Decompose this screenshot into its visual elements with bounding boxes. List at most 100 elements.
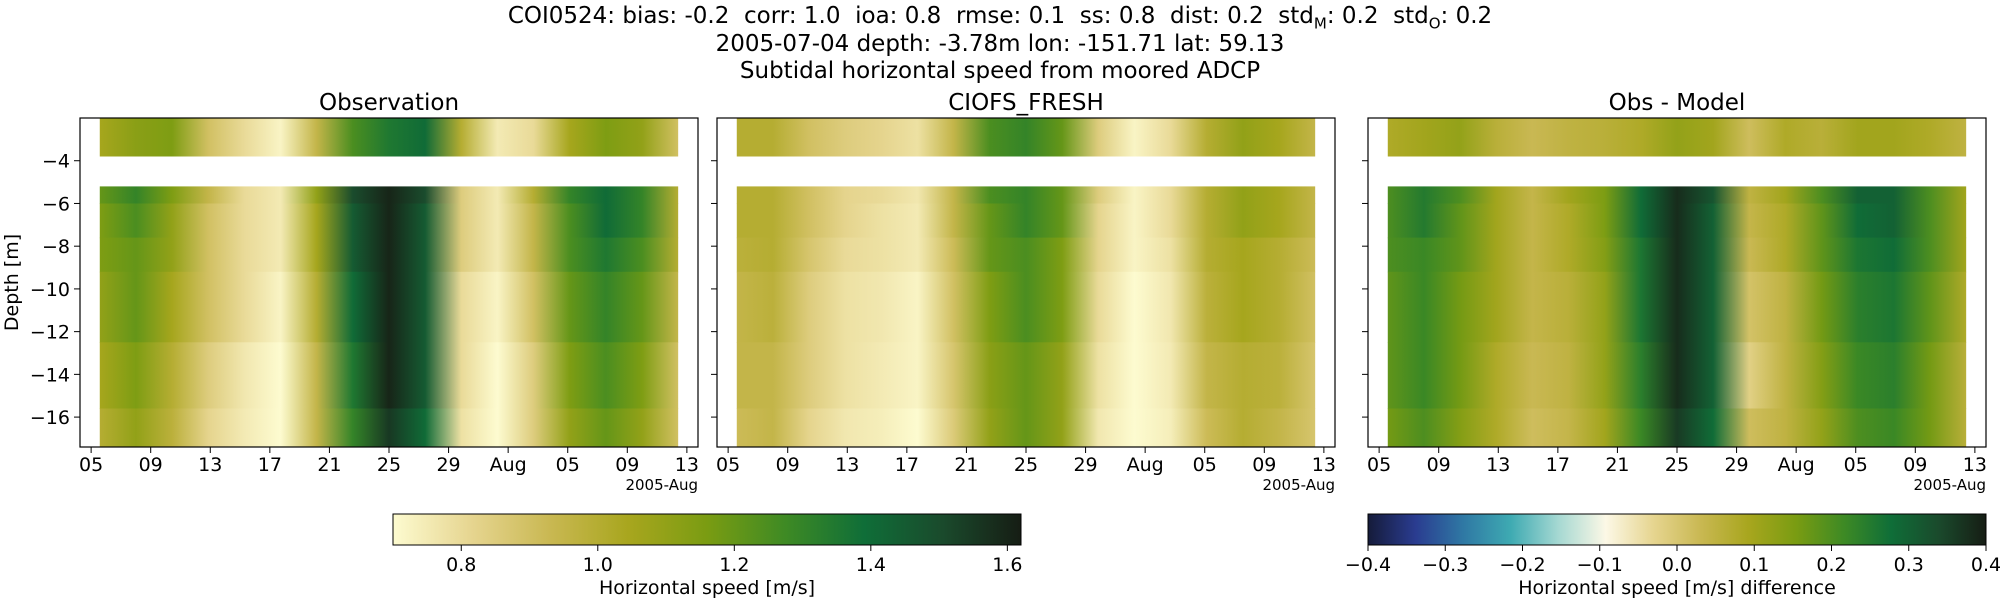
heatmap-band [736, 118, 1316, 157]
x-offset-label: 2005-Aug [1262, 476, 1335, 494]
corr-label: corr: [744, 3, 797, 29]
x-tick-label: 25 [377, 454, 401, 476]
colorbar-tick-label: 0.4 [1971, 554, 2000, 576]
colorbar-tick-label: 1.6 [992, 554, 1022, 576]
std-o-label: stdO: [1393, 3, 1449, 33]
x-tick-label: 25 [1014, 454, 1038, 476]
colorbar-tick-label: −0.2 [1499, 554, 1545, 576]
heatmap-band [736, 408, 1316, 448]
chart-subtitle-description: Subtidal horizontal speed from moored AD… [739, 58, 1261, 84]
colorbar-tick-label: 0.2 [1816, 554, 1846, 576]
colorbar-tick-label: −0.3 [1422, 554, 1468, 576]
heatmap-band [99, 186, 679, 204]
x-tick-label: 05 [716, 454, 740, 476]
x-tick-label: 05 [79, 454, 103, 476]
y-tick-label: −14 [30, 364, 70, 386]
heatmap-band [99, 271, 679, 343]
x-tick-label: 25 [1665, 454, 1689, 476]
x-tick-label: 09 [1427, 454, 1451, 476]
colorbar-label: Horizontal speed [m/s] difference [1518, 577, 1836, 599]
x-tick-label: Aug [1127, 454, 1164, 476]
x-tick-label: 29 [1073, 454, 1097, 476]
x-tick-label: 05 [556, 454, 580, 476]
heatmap-band [1387, 186, 1967, 204]
heatmap-band [99, 237, 679, 273]
y-tick-label: −8 [42, 236, 70, 258]
colorbar-speed: 0.8 1.0 1.2 1.4 1.6 Horizontal speed [m/s] [392, 513, 1022, 599]
heatmap-band [736, 186, 1316, 204]
x-tick-label: 13 [1486, 454, 1510, 476]
heatmap-band [736, 237, 1316, 273]
rmse-label: rmse: [955, 3, 1022, 29]
ss-label: ss: [1079, 3, 1112, 29]
x-tick-label: 21 [954, 454, 978, 476]
y-tick-label: −12 [30, 322, 70, 344]
x-offset-label: 2005-Aug [625, 476, 698, 494]
colorbar-tick-label: 0.0 [1662, 554, 1692, 576]
colorbar-tick-label: 1.4 [856, 554, 886, 576]
heatmap-band [99, 203, 679, 239]
std-o-value: 0.2 [1455, 3, 1493, 29]
x-tick-label: 09 [615, 454, 639, 476]
heatmap-band [1387, 203, 1967, 239]
rmse-value: 0.1 [1028, 3, 1066, 29]
heatmap-band [736, 342, 1316, 409]
heatmap-band [1387, 342, 1967, 409]
x-offset-label: 2005-Aug [1913, 476, 1986, 494]
x-tick-label: 21 [317, 454, 341, 476]
dist-label: dist: [1170, 3, 1220, 29]
x-tick-label: 13 [198, 454, 222, 476]
colorbar-gradient [392, 513, 1022, 546]
x-tick-label: 13 [675, 454, 699, 476]
x-tick-label: 05 [1193, 454, 1217, 476]
colorbar-tick-label: 1.0 [583, 554, 613, 576]
ioa-label: ioa: [855, 3, 898, 29]
x-tick-label: 17 [258, 454, 282, 476]
dist-value: 0.2 [1227, 3, 1264, 29]
colorbar-tick-label: 0.1 [1739, 554, 1769, 576]
chart-subtitle-location: 2005-07-04 depth: -3.78m lon: -151.71 la… [715, 31, 1285, 57]
colorbar-tick-label: −0.4 [1345, 554, 1391, 576]
heatmap-band [736, 271, 1316, 343]
station-name: COI0524 [507, 3, 608, 29]
x-tick-label: 17 [895, 454, 919, 476]
y-tick-label: −10 [30, 279, 70, 301]
x-tick-label: 09 [776, 454, 800, 476]
colorbar-difference: −0.4 −0.3 −0.2 −0.1 0.0 0.1 0.2 0.3 0.4 Horizonta… [1345, 513, 2000, 599]
colorbar-label: Horizontal speed [m/s] [599, 577, 815, 599]
y-tick-label: −4 [42, 151, 70, 173]
heatmap-band [99, 408, 679, 448]
colorbar-gradient [1367, 513, 1987, 546]
panel-title: Obs - Model [1609, 90, 1746, 116]
x-tick-label: 29 [436, 454, 460, 476]
heatmap-band [1387, 271, 1967, 343]
x-tick-label: 09 [1252, 454, 1276, 476]
panel-title: Observation [319, 90, 459, 116]
corr-value: 1.0 [803, 3, 841, 29]
colorbar-tick-label: 0.8 [446, 554, 476, 576]
panel-title: CIOFS_FRESH [948, 90, 1104, 116]
x-tick-label: 13 [835, 454, 859, 476]
colorbar-tick-label: 1.2 [719, 554, 749, 576]
heatmap-band [1387, 118, 1967, 157]
heatmap-band [736, 203, 1316, 239]
y-tick-label: −16 [30, 407, 70, 429]
std-m-value: 0.2 [1341, 3, 1379, 29]
bias-label: bias: [622, 3, 678, 29]
colorbar-tick-label: −0.1 [1577, 554, 1623, 576]
x-tick-label: 21 [1605, 454, 1629, 476]
y-axis-label: Depth [m] [1, 234, 23, 331]
chart-title-stats: COI0524: bias: -0.2 corr: 1.0 ioa: 0.8 r… [507, 3, 1493, 33]
std-m-label: stdM: [1278, 3, 1335, 33]
x-tick-label: Aug [490, 454, 527, 476]
colorbar-tick-label: 0.3 [1894, 554, 1924, 576]
x-tick-label: 29 [1724, 454, 1748, 476]
x-tick-label: 17 [1546, 454, 1570, 476]
x-tick-label: 13 [1963, 454, 1987, 476]
x-tick-label: 09 [139, 454, 163, 476]
heatmap-band [1387, 237, 1967, 273]
